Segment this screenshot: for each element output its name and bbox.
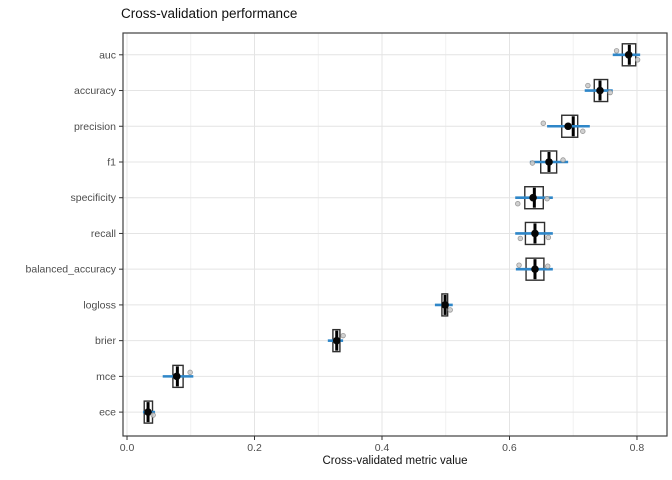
fold-point: [613, 48, 620, 54]
x-tick-label: 0.8: [630, 442, 645, 454]
summary-point: [545, 158, 553, 166]
fold-point: [517, 235, 524, 242]
summary-point: [332, 336, 341, 345]
summary-point: [529, 193, 537, 202]
fold-point: [529, 160, 536, 166]
y-tick-label: accuracy: [74, 85, 117, 97]
fold-point: [634, 57, 641, 63]
y-tick-label: auc: [99, 49, 116, 61]
panel-border: [122, 32, 668, 437]
fold-point: [515, 201, 521, 207]
y-tick-label: f1: [107, 156, 116, 168]
summary-point: [624, 51, 633, 59]
summary-point: [596, 86, 604, 95]
y-tick-label: precision: [74, 121, 116, 133]
summary-point: [531, 265, 539, 273]
summary-point: [172, 372, 181, 381]
fold-point: [187, 369, 193, 376]
y-tick-label: mce: [96, 371, 116, 383]
fold-point: [607, 89, 613, 96]
y-tick-label: brier: [95, 335, 117, 347]
panel-background: [123, 33, 667, 436]
y-tick-label: ece: [99, 407, 116, 419]
fold-point: [545, 263, 551, 269]
chart-title: Cross-validation performance: [121, 6, 298, 21]
summary-point: [441, 301, 449, 309]
fold-point: [545, 234, 552, 241]
fold-point: [544, 196, 550, 202]
fold-point: [580, 128, 586, 134]
fold-point: [540, 120, 546, 126]
y-tick-label: specificity: [70, 192, 116, 204]
fold-point: [150, 412, 156, 418]
summary-point: [564, 122, 572, 131]
fold-point: [340, 332, 346, 339]
x-tick-label: 0.4: [375, 442, 390, 454]
x-tick-label: 0.0: [120, 442, 135, 454]
x-tick-label: 0.6: [502, 442, 517, 454]
fold-point: [447, 307, 453, 313]
fold-point: [560, 157, 566, 163]
y-tick-label: recall: [91, 228, 116, 240]
summary-point: [144, 408, 152, 416]
summary-point: [531, 229, 539, 238]
y-tick-label: logloss: [83, 299, 116, 311]
x-tick-label: 0.2: [247, 442, 262, 454]
fold-point: [585, 82, 591, 89]
fold-point: [516, 262, 522, 268]
y-tick-label: balanced_accuracy: [26, 264, 117, 276]
x-axis-label: Cross-validated metric value: [322, 455, 468, 467]
